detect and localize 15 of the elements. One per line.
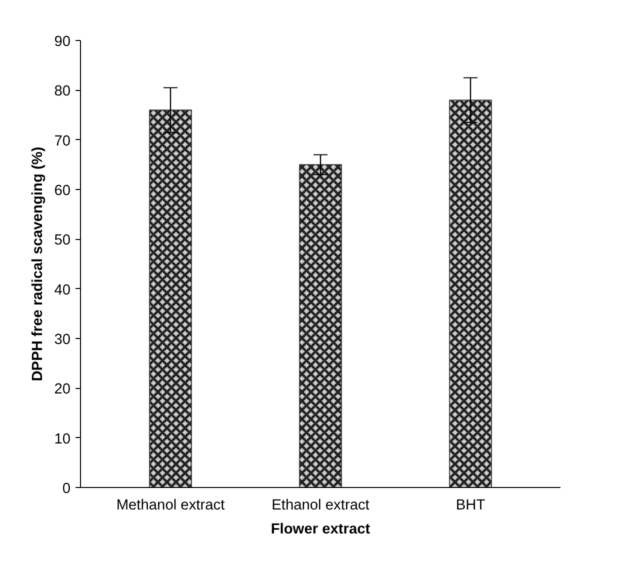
y-tick-label: 70 — [54, 133, 71, 150]
y-axis-title: DPPH free radical scavenging (%) — [30, 146, 46, 382]
y-tick-label: 80 — [54, 84, 71, 100]
x-tick-label: Ethanol extract — [272, 498, 370, 514]
y-tick-label: 40 — [54, 282, 71, 298]
y-tick-label: 10 — [54, 431, 71, 448]
y-tick-label: 30 — [54, 332, 71, 348]
y-tick-label: 50 — [54, 232, 71, 249]
x-axis-title: Flower extract — [270, 522, 370, 538]
y-tick-label: 60 — [54, 183, 71, 199]
x-tick-label: BHT — [456, 498, 486, 514]
x-tick-label: Methanol extract — [116, 498, 225, 514]
y-tick-label: 90 — [54, 34, 71, 50]
y-tick-label: 20 — [54, 382, 71, 398]
y-tick-label: 0 — [62, 481, 71, 497]
